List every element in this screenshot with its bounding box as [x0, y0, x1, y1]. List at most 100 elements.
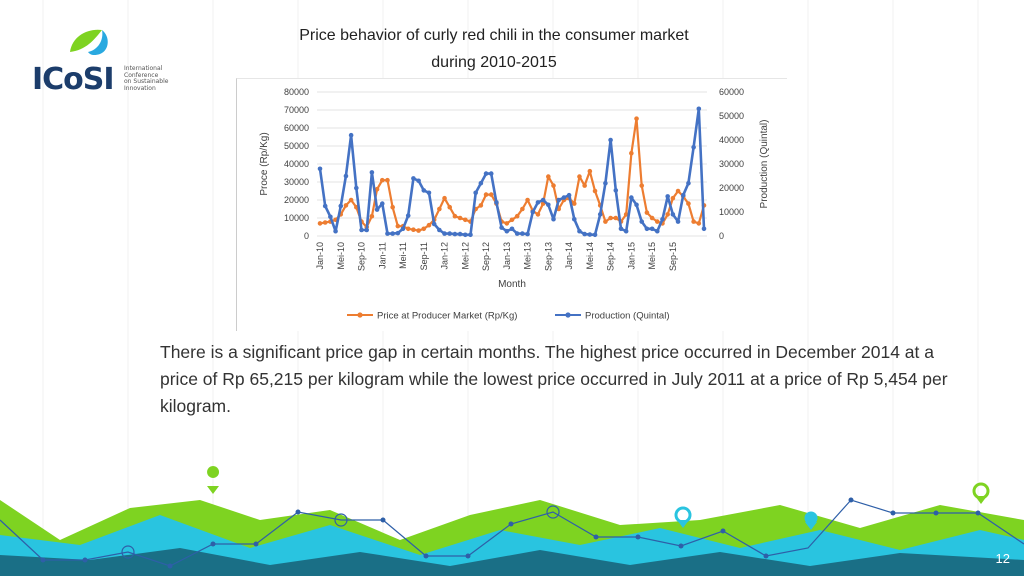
y-right-axis-title: Production (Quintal) [759, 120, 770, 209]
data-point [317, 221, 323, 226]
data-point [322, 203, 328, 209]
data-point [608, 137, 613, 143]
data-point [338, 203, 344, 209]
legend-marker [357, 312, 363, 318]
data-point [343, 173, 349, 179]
x-tick-label: Jan-15 [626, 242, 636, 270]
legend-marker [565, 312, 571, 318]
data-point [462, 232, 468, 238]
data-point [468, 232, 473, 238]
data-point [654, 219, 660, 224]
data-point [354, 185, 359, 191]
data-point [649, 226, 655, 232]
x-tick-label: Mei-12 [460, 242, 470, 270]
data-point [483, 171, 489, 176]
map-pin-icon [674, 506, 692, 528]
y-right-tick-label: 60000 [719, 87, 744, 97]
data-point [390, 204, 395, 210]
data-point [561, 195, 567, 200]
footer-wave [0, 466, 1024, 576]
data-point [546, 174, 551, 179]
data-point [540, 197, 546, 203]
data-point [390, 231, 395, 236]
x-tick-label: Sep-11 [419, 242, 429, 270]
y-left-tick-label: 40000 [284, 159, 309, 169]
x-tick-label: Mei-15 [647, 242, 657, 270]
data-point [618, 226, 624, 232]
x-tick-label: Sep-15 [668, 242, 678, 271]
data-point [488, 192, 494, 197]
data-point [348, 197, 354, 203]
data-point [431, 221, 437, 227]
x-tick-label: Jan-14 [564, 242, 574, 270]
x-tick-label: Mei-10 [336, 242, 346, 270]
data-point [499, 225, 504, 230]
data-point [654, 228, 660, 234]
data-point [696, 106, 702, 112]
y-right-tick-label: 30000 [719, 159, 744, 169]
data-point [592, 232, 598, 238]
data-point [571, 216, 577, 222]
data-point [447, 231, 453, 236]
data-point [660, 216, 665, 222]
data-point [644, 210, 650, 215]
data-point [478, 180, 484, 186]
data-point [571, 201, 577, 206]
map-pin-icon [207, 466, 220, 494]
y-left-axis-title: Proce (Rp/Kg) [259, 132, 270, 195]
x-tick-label: Mei-11 [398, 242, 408, 269]
data-point [551, 183, 556, 188]
data-point [525, 197, 530, 203]
page-number: 12 [995, 551, 1010, 566]
data-point [556, 197, 562, 203]
data-point [691, 219, 696, 224]
data-point [379, 201, 385, 206]
data-point [317, 166, 323, 172]
price-production-chart: 0 10000 20000 30000 40000 50000 60000 70000 8000… [259, 87, 770, 322]
data-point [582, 231, 587, 237]
data-point [405, 213, 411, 218]
y-left-tick-label: 50000 [284, 141, 309, 151]
data-point [670, 212, 676, 217]
data-point [675, 188, 681, 194]
data-point [525, 231, 530, 237]
y-right-tick-label: 10000 [719, 207, 744, 217]
x-tick-label: Jan-12 [440, 242, 450, 270]
y-left-tick-label: 10000 [284, 213, 309, 223]
data-point [597, 212, 603, 217]
data-point [592, 188, 598, 194]
data-point [416, 178, 421, 184]
data-point [504, 228, 510, 234]
data-point [457, 215, 463, 221]
data-point [504, 221, 510, 226]
data-point [634, 116, 639, 121]
map-pin-icon [804, 511, 818, 530]
data-point [452, 231, 458, 237]
data-point [400, 226, 406, 232]
data-point [577, 174, 582, 179]
x-tick-label: Sep-14 [606, 242, 616, 271]
y-left-tick-label: 20000 [284, 195, 309, 205]
data-point [385, 231, 390, 236]
data-point [374, 207, 380, 212]
data-point [691, 144, 696, 150]
data-point [452, 213, 458, 219]
data-point [426, 222, 432, 228]
data-point [494, 200, 499, 205]
data-point [369, 170, 375, 175]
x-tick-label: Jan-10 [315, 242, 325, 270]
data-point [405, 226, 411, 232]
y-left-tick-label: 30000 [284, 177, 309, 187]
data-point [374, 186, 380, 192]
data-point [421, 188, 427, 193]
data-point [629, 150, 634, 156]
data-point [488, 171, 494, 176]
data-point [603, 180, 608, 186]
data-point [328, 214, 333, 220]
data-point [530, 209, 536, 215]
data-point [509, 217, 515, 223]
y-right-tick-label: 0 [719, 231, 724, 241]
data-point [442, 195, 447, 201]
data-point [546, 202, 551, 208]
